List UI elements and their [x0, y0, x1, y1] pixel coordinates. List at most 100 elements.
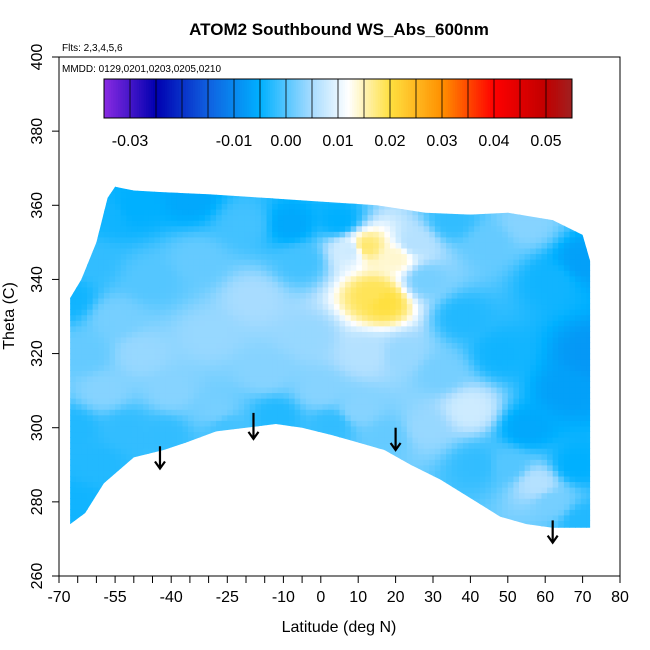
heat-cell: [138, 120, 144, 126]
heat-cell: [261, 59, 267, 65]
heat-cell: [148, 192, 155, 199]
heat-cell: [81, 153, 87, 159]
heat-cell: [351, 548, 357, 554]
heat-cell: [176, 442, 184, 449]
heat-cell: [283, 353, 290, 360]
heat-cell: [182, 548, 188, 554]
heat-cell: [137, 420, 144, 427]
heat-cell: [92, 231, 99, 238]
heat-cell: [143, 159, 149, 165]
heat-cell: [115, 348, 122, 355]
heat-cell: [87, 498, 94, 505]
heat-cell: [70, 81, 76, 87]
heat-cell: [143, 153, 149, 159]
heat-cell: [149, 537, 155, 543]
heat-cell: [171, 331, 178, 338]
heat-cell: [300, 359, 307, 366]
heat-cell: [322, 281, 329, 288]
heat-cell: [260, 448, 268, 455]
heat-cell: [154, 220, 161, 227]
heat-cell: [87, 170, 93, 176]
heat-cell: [232, 475, 240, 483]
heat-cell: [334, 70, 340, 76]
heat-cell: [260, 353, 268, 360]
heat-cell: [339, 275, 346, 282]
heat-cell: [188, 475, 195, 483]
heat-cell: [334, 126, 340, 132]
heat-cell: [154, 420, 161, 427]
heat-cell: [317, 425, 324, 433]
heat-cell: [289, 353, 296, 360]
heat-cell: [260, 309, 268, 316]
heat-cell: [148, 208, 155, 216]
heat-cell: [255, 420, 262, 427]
heat-cell: [92, 448, 99, 455]
heat-cell: [98, 186, 105, 188]
heat-cell: [350, 225, 357, 232]
heat-cell: [356, 525, 363, 528]
heat-cell: [98, 409, 105, 416]
heat-cell: [70, 92, 76, 98]
heat-cell: [143, 192, 150, 199]
heat-cell: [137, 381, 144, 388]
heat-cell: [143, 197, 150, 205]
heat-cell: [221, 220, 228, 227]
heat-cell: [103, 509, 111, 516]
heat-cell: [300, 281, 307, 288]
heat-cell: [76, 81, 82, 87]
heat-cell: [300, 448, 307, 455]
heat-cell: [232, 309, 240, 316]
heat-cell: [255, 314, 262, 321]
heat-cell: [182, 431, 189, 438]
heat-cell: [171, 176, 177, 182]
heat-cell: [165, 297, 172, 305]
heat-cell: [345, 543, 351, 549]
heat-cell: [232, 275, 240, 282]
heat-cell: [250, 59, 256, 65]
heat-cell: [59, 53, 65, 59]
heat-cell: [160, 120, 166, 126]
heat-cell: [328, 431, 335, 438]
heat-cell: [126, 375, 133, 382]
heat-cell: [260, 459, 268, 466]
heat-cell: [98, 431, 105, 438]
heat-cell: [165, 242, 172, 249]
heat-cell: [199, 236, 206, 243]
heat-cell: [98, 247, 105, 255]
heat-cell: [322, 392, 329, 399]
heat-cell: [115, 53, 121, 59]
heat-cell: [317, 264, 324, 271]
heat-cell: [193, 242, 200, 249]
heat-cell: [148, 275, 155, 282]
heat-cell: [300, 264, 307, 271]
heat-cell: [109, 292, 116, 299]
heat-cell: [345, 537, 351, 543]
heat-cell: [266, 342, 273, 349]
heat-cell: [216, 414, 223, 421]
heat-cell: [59, 131, 65, 137]
heat-cell: [233, 165, 239, 171]
heat-cell: [294, 425, 301, 433]
heat-cell: [272, 336, 279, 344]
heat-cell: [171, 431, 178, 438]
heat-cell: [193, 197, 200, 205]
heat-cell: [87, 98, 93, 104]
heat-cell: [305, 475, 313, 483]
heat-cell: [238, 220, 245, 227]
heat-cell: [176, 320, 184, 327]
heat-cell: [176, 242, 184, 249]
heat-cell: [165, 264, 172, 271]
heat-cell: [70, 459, 71, 466]
heat-cell: [81, 348, 88, 355]
heat-cell: [339, 475, 346, 483]
heat-cell: [339, 381, 346, 388]
heat-cell: [131, 464, 139, 471]
heat-cell: [132, 126, 138, 132]
heat-cell: [266, 386, 273, 394]
heat-cell: [115, 514, 122, 521]
heat-cell: [176, 425, 184, 433]
heat-cell: [255, 165, 261, 171]
heat-cell: [305, 264, 313, 271]
heat-cell: [260, 225, 268, 232]
heat-cell: [126, 186, 133, 188]
